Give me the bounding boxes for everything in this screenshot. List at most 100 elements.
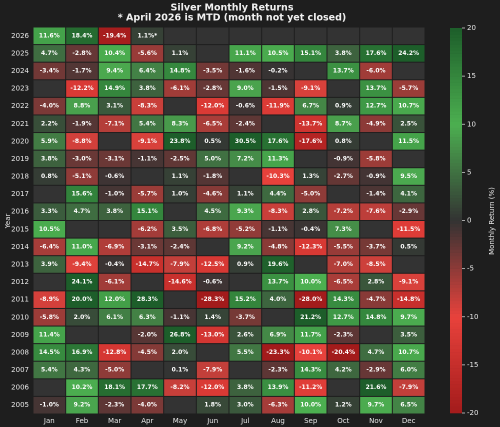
cell: [131, 256, 164, 273]
x-tick-label: Feb: [76, 417, 89, 425]
empty-cell: [98, 326, 131, 344]
colorbar-segment: [450, 127, 462, 131]
colorbar-segment: [450, 403, 462, 407]
colorbar-tick-label: -10: [467, 313, 478, 321]
colorbar-segment: [450, 355, 462, 359]
colorbar-segment: [450, 265, 462, 269]
colorbar-segment: [450, 172, 462, 176]
colorbar-segment: [450, 252, 462, 257]
cell-label: -12.0%: [201, 384, 224, 391]
cell: [229, 344, 262, 361]
cell-label: 1.1%: [172, 50, 189, 57]
colorbar-segment: [450, 217, 462, 221]
cell-label: -0.4%: [105, 261, 124, 268]
cell: [131, 396, 164, 414]
cell: [294, 291, 327, 308]
cell: [262, 379, 294, 396]
colorbar-segment: [450, 246, 462, 250]
colorbar-segment: [450, 149, 462, 154]
empty-cell: [327, 379, 360, 396]
colorbar-segment: [450, 169, 462, 173]
colorbar-segment: [450, 175, 462, 180]
cell-label: -8.3%: [268, 208, 287, 215]
colorbar-segment: [450, 111, 462, 115]
cell-label: 6.5%: [400, 402, 417, 409]
colorbar-segment: [450, 28, 462, 32]
cell-label: 16.9%: [72, 349, 93, 356]
cell-label: 6.3%: [139, 314, 156, 321]
colorbar-segment: [450, 137, 462, 141]
cell: [327, 115, 360, 133]
empty-cell: [262, 115, 294, 133]
cell: [327, 308, 360, 326]
cell: [327, 97, 360, 115]
cell: [33, 45, 66, 62]
cell-label: -14.6%: [168, 279, 191, 286]
cell: [294, 326, 327, 344]
cell: [360, 115, 392, 133]
cell: [294, 168, 327, 185]
colorbar-segment: [450, 79, 462, 83]
cell-label: 6.4%: [139, 67, 156, 74]
cell-label: -8.3%: [138, 103, 157, 110]
cell: [360, 62, 392, 80]
empty-cell: [327, 80, 360, 97]
cell-label: -12.8%: [103, 349, 126, 356]
cell: [66, 308, 98, 326]
cell-label: 10.5%: [39, 226, 60, 233]
cell-label: 11.0%: [72, 243, 93, 250]
colorbar-segment: [450, 98, 462, 103]
colorbar-segment: [450, 278, 462, 282]
cell-label: 10.5%: [268, 50, 289, 57]
colorbar-segment: [450, 300, 462, 305]
cell-label: -6.2%: [138, 226, 157, 233]
colorbar-segment: [450, 291, 462, 295]
colorbar-segment: [450, 92, 462, 96]
cell-label: 15.6%: [72, 191, 93, 198]
cell: [66, 115, 98, 133]
colorbar-segment: [450, 214, 462, 218]
colorbar-tick-label: 15: [467, 72, 476, 80]
cell-label: 0.8%: [41, 173, 58, 180]
cell: [98, 97, 131, 115]
cell: [196, 150, 229, 168]
cell: [196, 291, 229, 308]
cell: [262, 97, 294, 115]
cell-label: -2.0%: [138, 331, 157, 338]
colorbar-segment: [450, 198, 462, 202]
empty-cell: [131, 273, 164, 291]
empty-cell: [196, 45, 229, 62]
cell-label: -1.1%: [268, 226, 287, 233]
cell: [131, 203, 164, 220]
cell: [327, 221, 360, 238]
empty-cell: [294, 62, 327, 80]
empty-cell: [392, 27, 425, 45]
cell: [262, 203, 294, 220]
x-tick-label: Mar: [108, 417, 121, 425]
empty-cell: [66, 221, 98, 238]
cell: [164, 221, 196, 238]
cell: [294, 97, 327, 115]
y-tick-label: 2016: [11, 208, 29, 216]
cell-label: 3.8%: [237, 384, 254, 391]
colorbar-segment: [450, 60, 462, 64]
cell-label: 0.5%: [400, 243, 417, 250]
cell-label: 15.1%: [137, 208, 158, 215]
cell-label: -0.6%: [105, 173, 124, 180]
cell: [131, 97, 164, 115]
cell: [262, 62, 294, 80]
empty-cell: [131, 361, 164, 379]
cell: [229, 379, 262, 396]
cell: [360, 273, 392, 291]
cell-label: 15.2%: [235, 296, 256, 303]
cell: [164, 115, 196, 133]
cell-label: 10.0%: [300, 402, 321, 409]
colorbar-segment: [450, 44, 462, 48]
colorbar-segment: [450, 239, 462, 244]
cell-label: -7.9%: [203, 367, 222, 374]
cell: [98, 203, 131, 220]
cell: [360, 396, 392, 414]
cell: [392, 238, 425, 256]
colorbar-segment: [450, 210, 462, 215]
chart-subtitle: * April 2026 is MTD (month not yet close…: [118, 13, 346, 24]
